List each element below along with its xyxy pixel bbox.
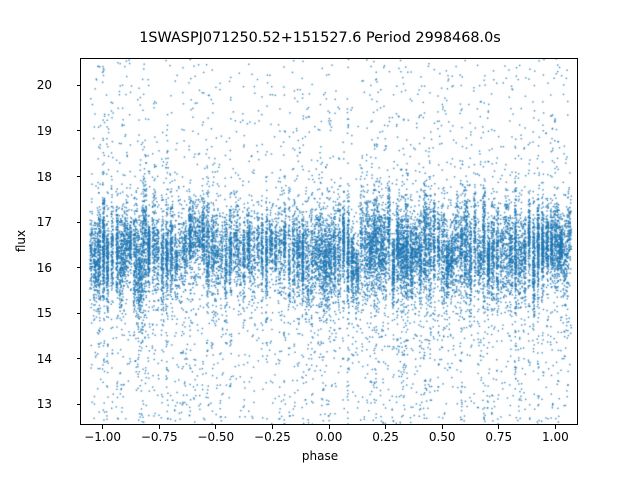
y-tick-mark xyxy=(76,403,80,406)
x-tick-label: 1.00 xyxy=(542,430,569,444)
x-axis-label: phase xyxy=(301,449,339,463)
x-tick-mark xyxy=(271,425,273,429)
x-tick-mark xyxy=(102,425,104,429)
y-tick-label: 15 xyxy=(36,306,52,321)
x-tick-label: −0.50 xyxy=(197,430,235,444)
y-tick-label: 20 xyxy=(36,78,52,93)
x-tick-mark xyxy=(498,425,500,429)
x-tick-label: 0.00 xyxy=(315,430,343,444)
x-tick-mark xyxy=(385,425,387,429)
scatter-plot-canvas xyxy=(81,59,577,424)
x-tick-mark xyxy=(158,425,160,429)
x-tick-mark xyxy=(441,425,443,429)
x-tick-label: 0.50 xyxy=(428,430,456,444)
y-tick-label: 14 xyxy=(36,351,52,366)
y-tick-mark xyxy=(76,358,80,360)
y-axis-label: flux xyxy=(14,229,28,253)
y-tick-label: 19 xyxy=(36,123,52,138)
x-tick-mark xyxy=(328,425,330,429)
page-title: 1SWASPJ071250.52+151527.6 Period 2998468… xyxy=(139,30,501,46)
x-tick-label: −0.75 xyxy=(140,430,178,444)
y-tick-mark xyxy=(76,221,80,223)
x-tick-mark xyxy=(554,425,556,429)
y-tick-mark xyxy=(76,312,80,314)
plot-axes xyxy=(80,58,578,425)
x-tick-label: 0.75 xyxy=(485,430,513,444)
y-tick-label: 17 xyxy=(36,215,52,230)
y-tick-label: 16 xyxy=(36,260,52,275)
y-tick-mark xyxy=(76,130,80,132)
y-tick-mark xyxy=(76,176,80,178)
y-tick-label: 13 xyxy=(36,397,52,412)
y-tick-mark xyxy=(76,84,80,86)
x-tick-label: 0.25 xyxy=(372,430,399,444)
x-tick-mark xyxy=(215,425,217,429)
x-tick-label: −0.25 xyxy=(254,430,291,444)
y-tick-label: 18 xyxy=(36,169,52,184)
x-tick-label: −1.00 xyxy=(84,430,122,444)
y-tick-mark xyxy=(76,267,80,269)
